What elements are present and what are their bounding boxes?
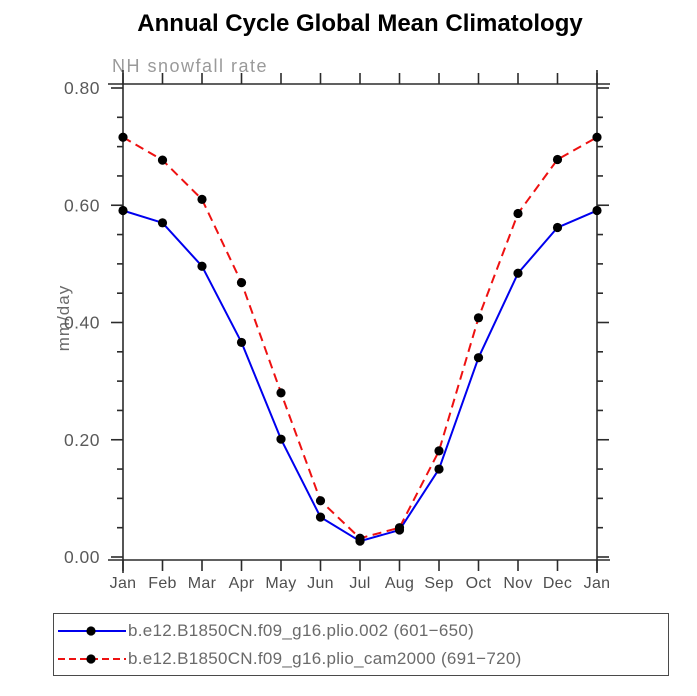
series-line-2	[122, 136, 598, 540]
x-tick-label: May	[265, 575, 296, 592]
series-2-marker	[434, 446, 444, 456]
x-tick-label: Jan	[584, 575, 611, 592]
series-line-1	[122, 209, 598, 543]
legend-marker-dot	[86, 625, 96, 636]
legend-sample-line-dashed	[58, 653, 126, 664]
x-tick-label: Feb	[148, 575, 176, 592]
x-tick-label: Dec	[543, 575, 572, 592]
series-1-marker	[513, 268, 523, 278]
y-tick-label: 0.20	[64, 430, 100, 450]
legend-label-series-2: b.e12.B1850CN.f09_g16.plio_cam2000 (691−…	[128, 648, 522, 668]
series-2-marker	[473, 313, 484, 323]
legend-box: b.e12.B1850CN.f09_g16.plio.002 (601−650)…	[53, 613, 669, 676]
x-tick-label: Apr	[229, 575, 255, 592]
series-2-marker	[236, 278, 247, 288]
series-1-marker	[197, 261, 207, 271]
x-tick-label: Aug	[385, 575, 414, 592]
series-2-marker	[276, 388, 286, 398]
series-2-marker	[394, 523, 405, 533]
y-tick-label: 0.40	[64, 313, 100, 333]
series-2-marker	[197, 194, 207, 204]
x-tick-label: Jan	[110, 575, 137, 592]
y-tick-label: 0.60	[64, 195, 100, 215]
x-tick-label: Sep	[424, 575, 453, 592]
series-1-marker	[236, 337, 247, 348]
series-1-marker	[592, 205, 602, 216]
legend-entry-series-1: b.e12.B1850CN.f09_g16.plio.002 (601−650)	[54, 617, 474, 644]
series-2-marker	[513, 208, 523, 219]
series-1-marker	[473, 353, 484, 363]
chart-subtitle: NH snowfall rate	[112, 56, 269, 76]
series-1-marker	[315, 512, 326, 522]
y-tick-label: 0.00	[64, 547, 100, 567]
series-2-marker	[118, 132, 128, 142]
x-tick-label: Nov	[503, 575, 532, 592]
series-2-marker	[157, 155, 168, 165]
x-tick-label: Mar	[188, 575, 217, 592]
series-1-marker	[276, 434, 286, 444]
series-1-marker	[434, 464, 444, 474]
series-2-marker	[355, 533, 365, 543]
series-2-marker	[315, 496, 326, 506]
x-tick-label: Jul	[349, 575, 370, 592]
series-2-marker	[592, 132, 602, 142]
chart-title: Annual Cycle Global Mean Climatology	[137, 10, 583, 37]
x-tick-label: Oct	[466, 575, 492, 592]
series-2-marker	[552, 154, 563, 165]
legend-sample-line-solid	[58, 625, 126, 636]
series-1-marker	[157, 218, 168, 228]
x-tick-label: Jun	[307, 575, 334, 592]
y-tick-label: 0.80	[64, 78, 100, 98]
series-1-marker	[118, 205, 128, 216]
legend-label-series-1: b.e12.B1850CN.f09_g16.plio.002 (601−650)	[128, 620, 475, 640]
series-1-marker	[552, 222, 563, 233]
legend-marker-dot	[86, 653, 96, 664]
legend-entry-series-2: b.e12.B1850CN.f09_g16.plio_cam2000 (691−…	[54, 645, 522, 672]
